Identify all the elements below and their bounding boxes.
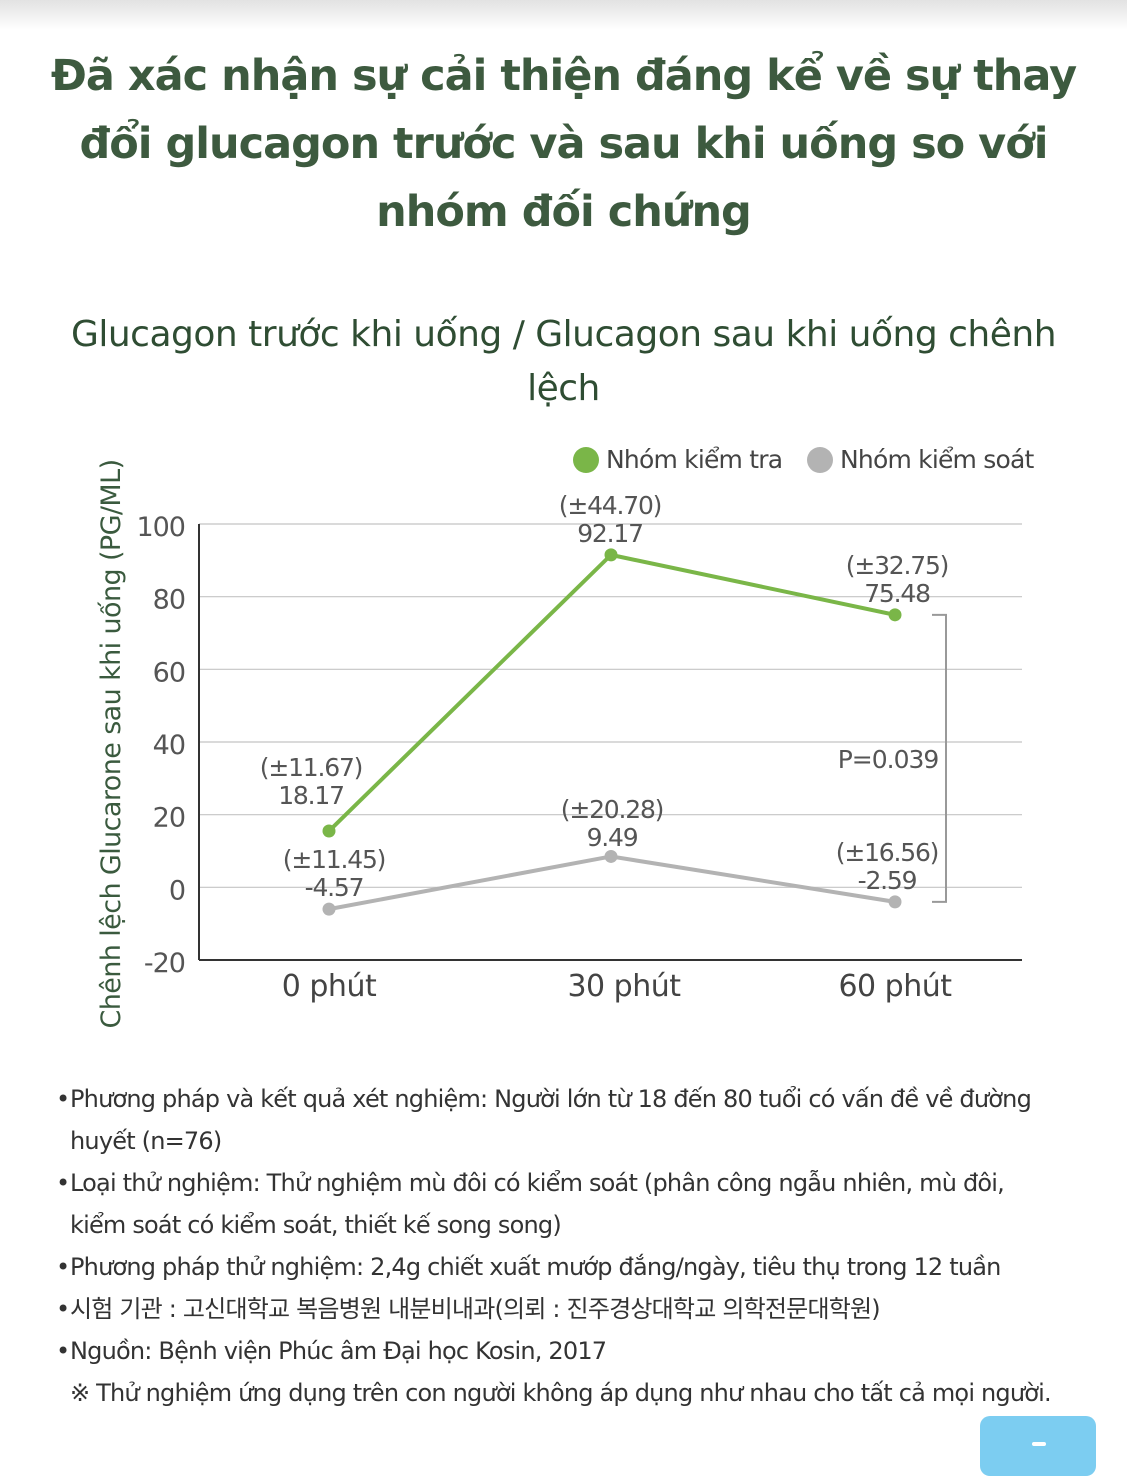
value-label: 18.17 (278, 781, 344, 810)
data-point (322, 824, 336, 838)
value-label: 75.48 (864, 579, 930, 608)
bullet-glyph: • (56, 1085, 70, 1113)
series-line (328, 854, 896, 912)
bullet-glyph: • (56, 1295, 70, 1323)
notes: • Phương pháp và kết quả xét nghiệm: Ngườ… (56, 1078, 1066, 1414)
note-source: • Nguồn: Bệnh viện Phúc âm Đại học Kosin,… (56, 1330, 1066, 1372)
error-label: (±44.70) (559, 491, 661, 520)
note-institution: • 시험 기관 : 고신대학교 복음병원 내분비내과(의뢰 : 진주경상대학교 의… (56, 1288, 1066, 1330)
chart-title: Glucagon trước khi uống / Glucagon sau k… (70, 314, 1057, 409)
series-layer (322, 548, 902, 916)
data-point (322, 902, 336, 916)
grid-layer (199, 523, 1022, 888)
line-chart: 100 80 60 40 20 0 -20 0 phút 30 phút 60 phút Chênh… (96, 445, 1035, 1029)
error-label: (±20.28) (561, 795, 663, 824)
value-label: 92.17 (577, 519, 643, 548)
p-value-label: P=0.039 (838, 745, 939, 774)
data-point (604, 849, 618, 863)
headline: Đã xác nhận sự cải thiện đáng kể về sự t… (50, 51, 1077, 237)
legend-layer: Nhóm kiểm tra Nhóm kiểm soát (573, 445, 1035, 474)
note-dosage: • Phương pháp thử nghiệm: 2,4g chiết xuất… (56, 1246, 1066, 1288)
significance-bracket (932, 613, 947, 903)
legend-label: Nhóm kiểm soát (840, 445, 1034, 474)
error-label: (±32.75) (846, 551, 948, 580)
x-tick-label: 0 phút (282, 969, 377, 1004)
legend-marker (807, 447, 833, 473)
y-tick-label: 40 (153, 730, 185, 761)
x-tick-label: 60 phút (838, 969, 952, 1004)
label-layer: P=0.039 (±11.67)18.17 (±44.70)92.17 (±32.75… (260, 491, 949, 903)
y-tick-label: 20 (153, 803, 185, 834)
y-tick-label: 60 (153, 657, 185, 688)
bullet-glyph: • (56, 1169, 70, 1197)
top-shadow (0, 0, 1127, 30)
value-label: -4.57 (305, 873, 364, 902)
value-label: -2.59 (858, 866, 917, 895)
y-tick-label: 100 (136, 512, 185, 543)
data-point (888, 895, 902, 909)
y-tick-label: -20 (144, 948, 185, 979)
data-point (604, 548, 618, 562)
note-trial-type: • Loại thử nghiệm: Thử nghiệm mù đôi có k… (56, 1162, 1066, 1246)
data-point (888, 608, 902, 622)
button-icon (1032, 1442, 1046, 1446)
error-label: (±16.56) (836, 838, 938, 867)
value-label: 9.49 (587, 823, 638, 852)
error-label: (±11.67) (260, 753, 362, 782)
x-tick-label: 30 phút (567, 969, 681, 1004)
error-label: (±11.45) (283, 845, 385, 874)
disclaimer: ※ Thử nghiệm ứng dụng trên con người khô… (70, 1379, 1052, 1407)
y-tick-label: 0 (169, 875, 185, 906)
y-tick-label: 80 (153, 585, 185, 616)
axis-layer: 100 80 60 40 20 0 -20 0 phút 30 phút 60 phút Chênh… (96, 459, 1022, 1029)
legend-label: Nhóm kiểm tra (606, 445, 782, 474)
legend-marker (573, 447, 599, 473)
y-axis-title: Chênh lệch Glucarone sau khi uống (PG/ML… (96, 459, 127, 1028)
floating-action-button[interactable] (980, 1416, 1096, 1476)
bullet-glyph: • (56, 1337, 70, 1365)
note-method: • Phương pháp và kết quả xét nghiệm: Ngườ… (56, 1078, 1066, 1162)
bullet-glyph: • (56, 1253, 70, 1281)
